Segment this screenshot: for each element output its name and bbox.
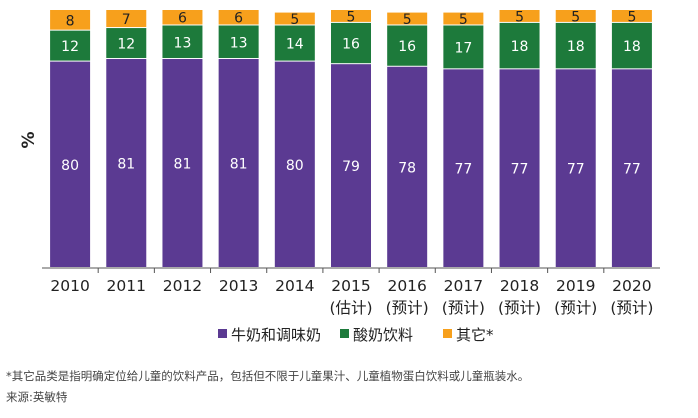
bar-segment [387, 25, 428, 66]
legend-swatch [443, 329, 452, 338]
bar-value-label: 5 [627, 9, 636, 25]
bar-segment [218, 59, 259, 267]
x-tick-label: 2015 [331, 277, 370, 295]
bar-segment [443, 25, 484, 69]
bar-value-label: 6 [178, 11, 187, 27]
y-axis-label: % [19, 131, 39, 148]
bar-segment [162, 59, 203, 267]
bar-segment [331, 64, 371, 268]
bar-value-label: 81 [174, 157, 192, 173]
bar-value-label: 81 [117, 157, 135, 173]
x-tick-label: 2014 [275, 277, 314, 295]
bar-segment [499, 69, 540, 267]
legend-swatch [340, 329, 349, 338]
x-tick-label: 2016 [387, 277, 426, 295]
bar-segment [611, 10, 652, 22]
bar-value-label: 18 [567, 39, 585, 55]
bars-layer: 80 12 8 81 12 7 81 13 6 81 13 6 80 14 5 79 16 5 78 16 5 77 17 5… [50, 9, 652, 268]
bar-segment [274, 61, 315, 267]
bar-value-label: 79 [342, 159, 360, 175]
x-tick-label: (预计) [386, 299, 429, 317]
bar-value-label: 5 [403, 12, 412, 28]
x-axis-labels: 2010 2011 2012 2013 2014 2015 (估计) 2016 (预计) 2017… [50, 277, 653, 317]
bar-segment [499, 22, 540, 69]
bar-value-label: 5 [571, 9, 580, 25]
bar-segment [50, 10, 91, 30]
bar-value-label: 8 [66, 13, 75, 29]
bar-segment [331, 22, 371, 64]
bar-segment [162, 10, 203, 25]
bar-segment [443, 12, 484, 25]
bar-value-label: 77 [623, 162, 641, 178]
x-tick-label: (预计) [442, 299, 485, 317]
bar-segment [106, 59, 147, 267]
stacked-bar-chart: 80 12 8 81 12 7 81 13 6 81 13 6 80 14 5 79 16 5 78 16 5 77 17 5… [19, 9, 660, 344]
bar-value-label: 80 [61, 158, 79, 174]
x-tick-label: 2012 [163, 277, 202, 295]
x-tick-label: (估计) [329, 299, 372, 317]
bar-segment [555, 22, 596, 69]
bar-value-label: 14 [286, 37, 304, 53]
legend: 牛奶和调味奶 酸奶饮料 其它* [218, 326, 494, 344]
bar-value-label: 77 [567, 162, 585, 178]
bar-segment [331, 10, 371, 22]
bar-value-label: 78 [398, 160, 416, 176]
legend-label: 牛奶和调味奶 [231, 326, 321, 344]
x-axis-ticks [97, 268, 605, 273]
x-tick-label: 2010 [50, 277, 89, 295]
bar-value-label: 80 [286, 158, 304, 174]
x-tick-label: 2013 [219, 277, 258, 295]
bar-value-label: 5 [290, 12, 299, 28]
bar-segment [218, 25, 259, 59]
bar-segment [555, 10, 596, 22]
bar-value-label: 5 [347, 9, 356, 25]
bar-segment [218, 10, 259, 25]
footnote-note: *其它品类是指明确定位给儿童的饮料产品，包括但不限于儿童果汁、儿童植物蛋白饮料或… [6, 369, 530, 383]
x-tick-label: 2020 [612, 277, 651, 295]
bar-value-label: 6 [234, 11, 243, 27]
x-tick-label: (预计) [498, 299, 541, 317]
footnote-source: 来源:英敏特 [6, 390, 68, 404]
bar-segment [611, 22, 652, 69]
bar-value-label: 12 [61, 39, 79, 55]
bar-segment [274, 25, 315, 61]
bar-value-label: 16 [342, 37, 360, 53]
bar-value-label: 77 [454, 162, 472, 178]
bar-segment [274, 12, 315, 25]
bar-value-label: 5 [459, 12, 468, 28]
x-tick-label: 2011 [107, 277, 146, 295]
bar-segment [106, 10, 147, 28]
bar-segment [387, 66, 428, 267]
legend-label: 酸奶饮料 [353, 326, 413, 344]
bar-segment [106, 28, 147, 59]
bar-segment [555, 69, 596, 267]
bar-value-label: 18 [623, 39, 641, 55]
bar-segment [162, 25, 203, 59]
legend-label: 其它* [456, 326, 494, 344]
x-tick-label: (预计) [610, 299, 653, 317]
x-tick-label: 2019 [556, 277, 595, 295]
bar-value-label: 17 [454, 40, 472, 56]
legend-swatch [218, 329, 227, 338]
bar-segment [50, 61, 91, 267]
bar-value-label: 5 [515, 9, 524, 25]
bar-value-label: 18 [511, 39, 529, 55]
bar-value-label: 13 [230, 35, 248, 51]
bar-segment [611, 69, 652, 267]
x-tick-label: 2017 [444, 277, 483, 295]
bar-value-label: 12 [117, 37, 135, 53]
x-tick-label: 2018 [500, 277, 539, 295]
bar-segment [387, 12, 428, 25]
bar-segment [443, 69, 484, 267]
bar-value-label: 77 [511, 162, 529, 178]
bar-value-label: 81 [230, 157, 248, 173]
bar-value-label: 13 [174, 35, 192, 51]
x-tick-label: (预计) [554, 299, 597, 317]
bar-segment [499, 10, 540, 22]
bar-segment [50, 30, 91, 61]
bar-value-label: 16 [398, 39, 416, 55]
bar-value-label: 7 [122, 12, 131, 28]
